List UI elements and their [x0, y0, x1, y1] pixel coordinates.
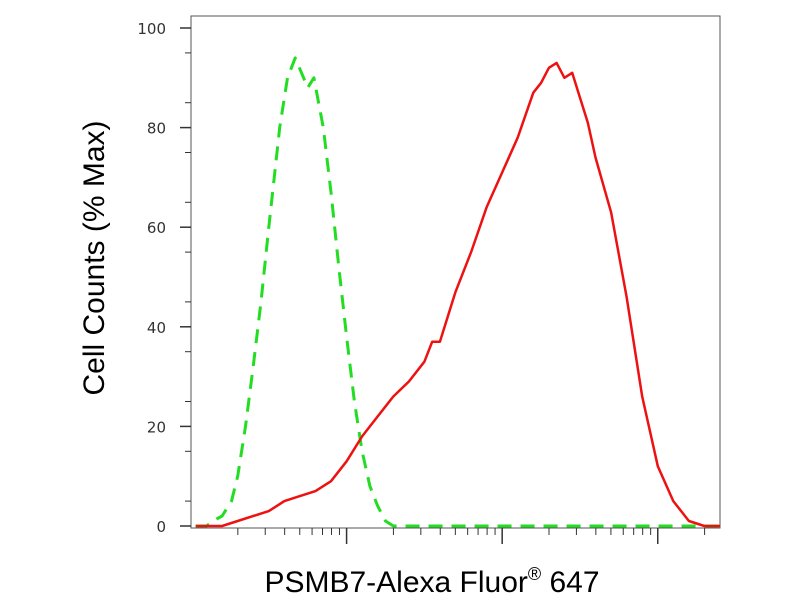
x-axis: [237, 528, 706, 544]
y-tick-label: 20: [147, 418, 166, 436]
y-tick-label: 40: [147, 319, 166, 337]
x-axis-label-superscript: ®: [528, 564, 541, 584]
y-tick-label: 100: [137, 20, 166, 38]
x-axis-label-main: PSMB7-Alexa Fluor: [264, 566, 527, 599]
y-axis-label: Cell Counts (% Max): [78, 120, 111, 395]
isotype-control-histogram: [195, 56, 720, 528]
series-layer: [195, 56, 720, 528]
x-axis-label: PSMB7-Alexa Fluor® 647: [264, 564, 599, 599]
psmb7-stained-histogram: [195, 61, 720, 528]
x-axis-label-suffix: 647: [541, 566, 599, 599]
plot-frame: [190, 15, 721, 529]
y-axis: 0 20 40 60 80 100: [137, 20, 191, 536]
y-tick-label: 0: [156, 518, 166, 536]
plot-area: 0 20 40 60 80 100: [137, 15, 721, 544]
y-tick-label: 80: [147, 120, 166, 138]
y-tick-label: 60: [147, 219, 166, 237]
